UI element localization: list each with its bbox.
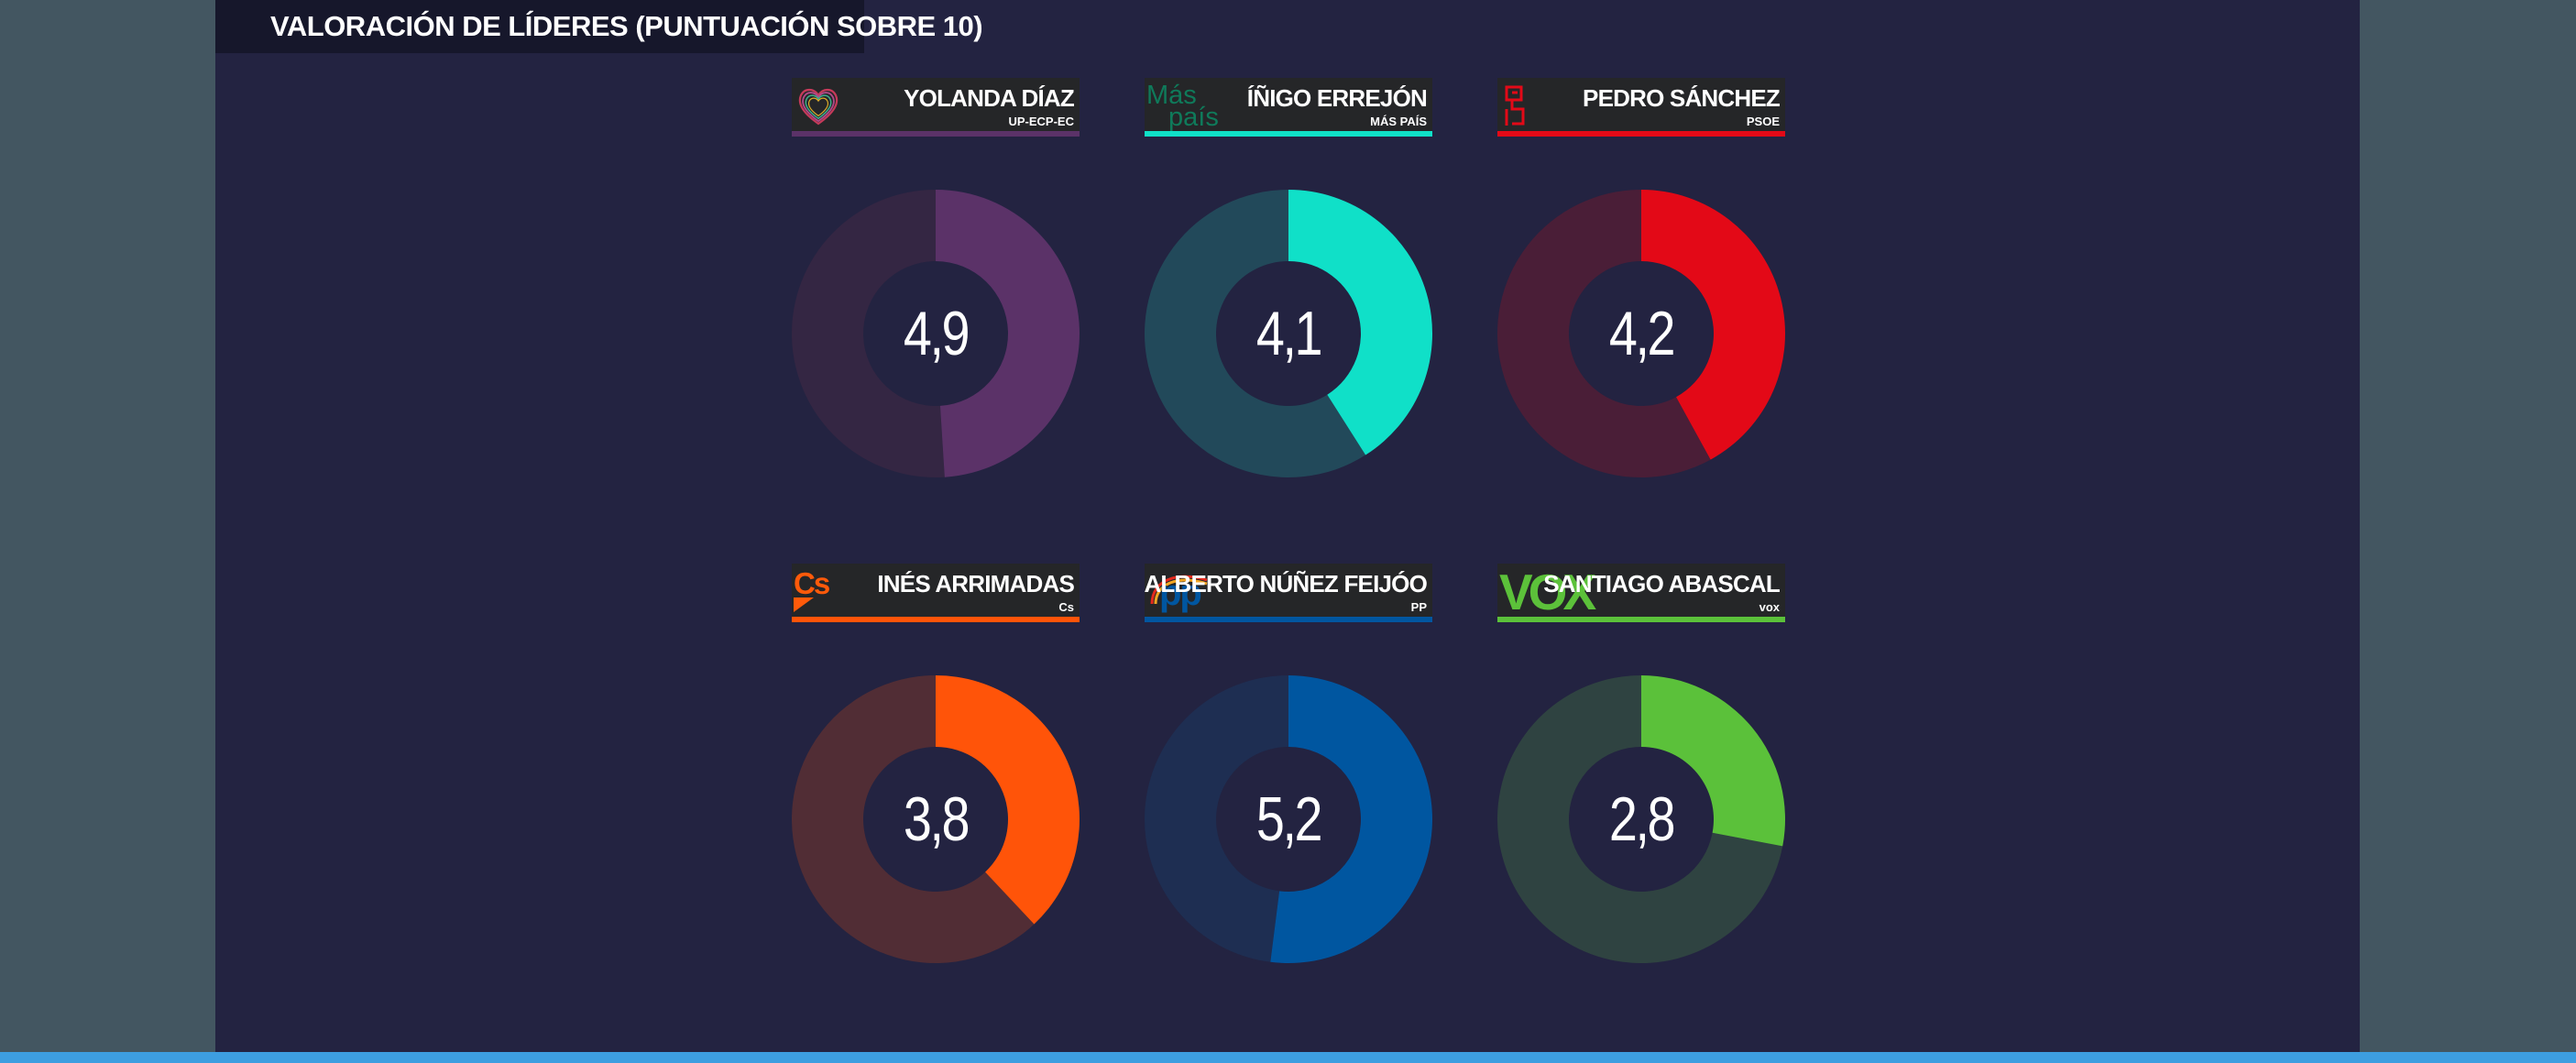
leader-header: PEDRO SÁNCHEZ PSOE xyxy=(1497,78,1785,137)
vox-logo: VOX xyxy=(1499,564,1628,620)
leader-name: PEDRO SÁNCHEZ xyxy=(1583,84,1781,112)
leader-header: Cs INÉS ARRIMADAS Cs xyxy=(792,564,1080,622)
logo-text: pp xyxy=(1159,573,1202,613)
donut-remainder-slice xyxy=(1497,675,1783,963)
cs-logo: Cs xyxy=(794,567,922,617)
donut-chart xyxy=(792,190,1080,477)
party-name: Cs xyxy=(1058,600,1074,614)
leader-card: pp ALBERTO NÚÑEZ FEIJÓO PP 5,2 xyxy=(1144,564,1432,963)
donut-chart xyxy=(1145,675,1432,963)
party-name: PP xyxy=(1410,600,1427,614)
chart-panel xyxy=(215,0,2360,1052)
title-bar xyxy=(215,0,864,53)
donut-remainder-slice xyxy=(1145,190,1366,477)
donut-value-slice xyxy=(936,190,1080,477)
psoe-logo xyxy=(1499,82,1628,131)
party-name: PSOE xyxy=(1746,115,1780,128)
chart-title: VALORACIÓN DE LÍDERES (PUNTUACIÓN SOBRE … xyxy=(270,10,983,42)
donut-remainder-slice xyxy=(1145,675,1288,962)
donut-remainder-slice xyxy=(1497,190,1711,477)
party-name: vox xyxy=(1759,600,1780,614)
leader-name: INÉS ARRIMADAS xyxy=(877,570,1074,597)
score-label: 4,9 xyxy=(903,299,970,368)
donut-remainder-slice xyxy=(792,190,945,477)
donut-value-slice xyxy=(1288,190,1432,455)
mas-pais-logo: Más país xyxy=(1146,82,1275,131)
score-label: 3,8 xyxy=(903,784,970,854)
donut-chart xyxy=(1145,190,1432,477)
donut-chart xyxy=(792,675,1080,963)
party-name: MÁS PAÍS xyxy=(1370,115,1427,128)
donut-value-slice xyxy=(1641,190,1785,460)
leader-card: YOLANDA DÍAZ UP-ECP-EC 4,9 xyxy=(792,78,1080,477)
donut-chart xyxy=(1497,190,1785,477)
leader-header: pp ALBERTO NÚÑEZ FEIJÓO PP xyxy=(1144,564,1432,622)
leader-card: VOX SANTIAGO ABASCAL vox 2,8 xyxy=(1497,564,1785,963)
donut-value-slice xyxy=(1270,675,1432,963)
leader-card: Cs INÉS ARRIMADAS Cs 3,8 xyxy=(792,564,1080,963)
leader-card: PEDRO SÁNCHEZ PSOE 4,2 xyxy=(1497,78,1785,477)
leader-card: Más país ÍÑIGO ERREJÓN MÁS PAÍS 4,1 xyxy=(1145,78,1432,477)
donut-chart xyxy=(1497,675,1785,963)
score-label: 5,2 xyxy=(1255,784,1323,854)
heart-logo xyxy=(794,82,922,131)
score-label: 2,8 xyxy=(1608,784,1676,854)
logo-text: país xyxy=(1168,103,1219,132)
logo-text: VOX xyxy=(1499,564,1596,620)
score-label: 4,2 xyxy=(1608,299,1676,368)
logo-text: Cs xyxy=(794,566,830,600)
score-label: 4,1 xyxy=(1255,299,1323,368)
donut-value-slice xyxy=(1641,675,1785,847)
logo-text: Más xyxy=(1146,81,1197,110)
donut-remainder-slice xyxy=(792,675,1035,963)
pp-logo: pp xyxy=(1146,567,1275,617)
bottom-bar xyxy=(0,1052,2576,1063)
leader-header: YOLANDA DÍAZ UP-ECP-EC xyxy=(792,78,1080,137)
leader-name: ALBERTO NÚÑEZ FEIJÓO xyxy=(1144,570,1427,597)
leader-name: SANTIAGO ABASCAL xyxy=(1543,570,1781,597)
leader-name: ÍÑIGO ERREJÓN xyxy=(1246,84,1428,112)
party-name: UP-ECP-EC xyxy=(1008,115,1074,128)
donut-value-slice xyxy=(936,675,1080,925)
leader-name: YOLANDA DÍAZ xyxy=(904,84,1075,112)
leader-header: VOX SANTIAGO ABASCAL vox xyxy=(1497,564,1785,622)
leader-header: Más país ÍÑIGO ERREJÓN MÁS PAÍS xyxy=(1145,78,1432,137)
